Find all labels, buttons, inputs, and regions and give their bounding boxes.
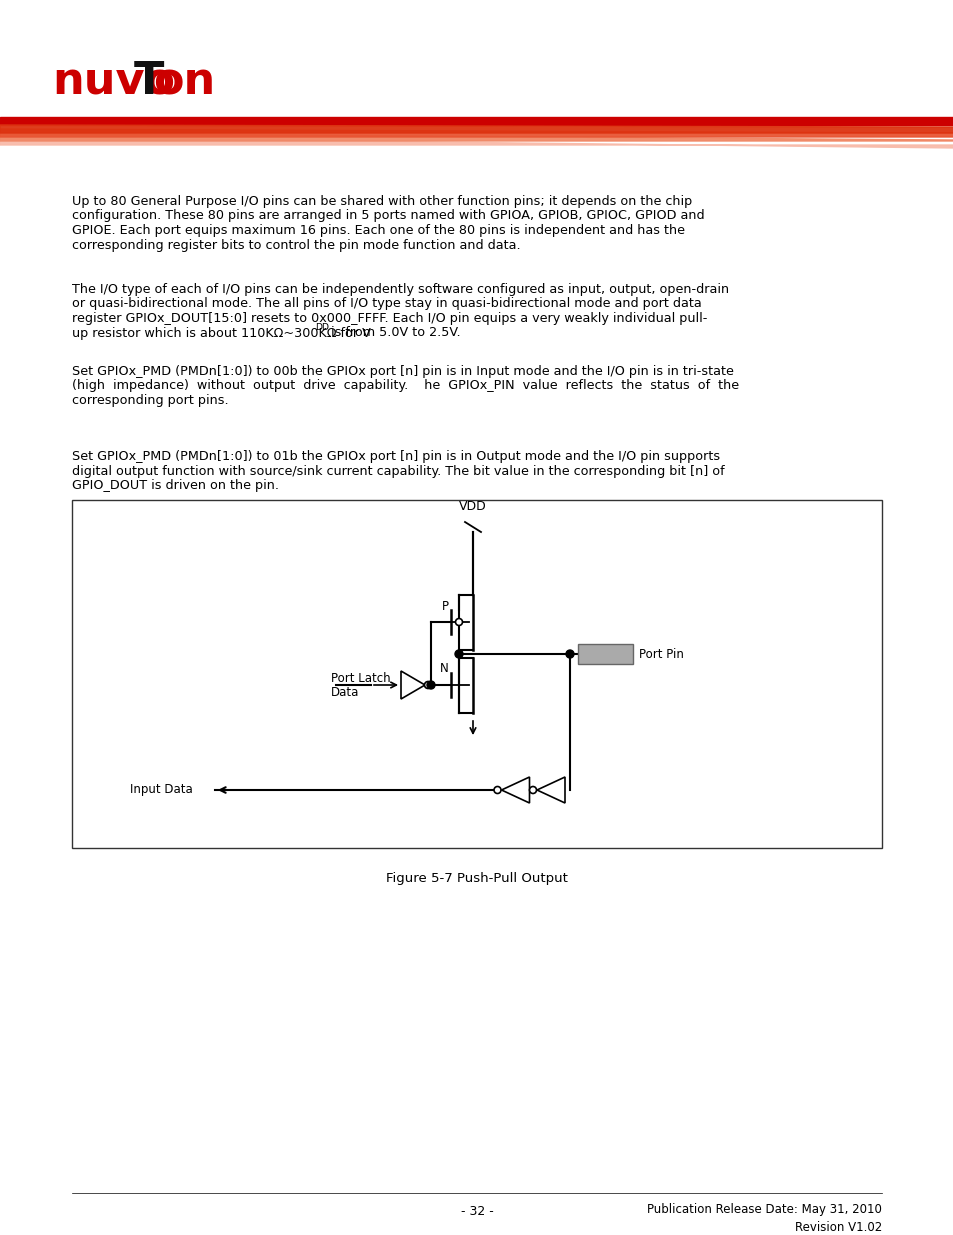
Text: register GPIOx_DOUT[15:0] resets to 0x000_FFFF. Each I/O pin equips a very weakl: register GPIOx_DOUT[15:0] resets to 0x00… bbox=[71, 312, 706, 325]
Text: Set GPIOx_PMD (PMDn[1:0]) to 01b the GPIOx port [n] pin is in Output mode and th: Set GPIOx_PMD (PMDn[1:0]) to 01b the GPI… bbox=[71, 450, 720, 463]
Bar bbox=[71, 500, 882, 848]
Bar bbox=[0, 0, 953, 119]
Text: configuration. These 80 pins are arranged in 5 ports named with GPIOA, GPIOB, GP: configuration. These 80 pins are arrange… bbox=[71, 210, 704, 222]
Text: Set GPIOx_PMD (PMDn[1:0]) to 00b the GPIOx port [n] pin is in Input mode and the: Set GPIOx_PMD (PMDn[1:0]) to 00b the GPI… bbox=[71, 366, 733, 378]
Bar bbox=[578, 643, 633, 664]
Circle shape bbox=[427, 680, 435, 689]
Text: Port Pin: Port Pin bbox=[639, 647, 683, 661]
Text: Figure 5-7 Push-Pull Output: Figure 5-7 Push-Pull Output bbox=[386, 872, 567, 885]
Text: digital output function with source/sink current capability. The bit value in th: digital output function with source/sink… bbox=[71, 464, 724, 478]
Circle shape bbox=[455, 650, 462, 658]
Text: corresponding register bits to control the pin mode function and data.: corresponding register bits to control t… bbox=[71, 238, 520, 252]
Text: Input Data: Input Data bbox=[130, 783, 193, 797]
Circle shape bbox=[494, 787, 500, 794]
Text: Data: Data bbox=[331, 687, 359, 699]
Circle shape bbox=[565, 650, 574, 658]
Text: T: T bbox=[133, 61, 164, 104]
Text: GPIO_DOUT is driven on the pin.: GPIO_DOUT is driven on the pin. bbox=[71, 479, 278, 492]
Circle shape bbox=[529, 787, 536, 794]
Text: on: on bbox=[152, 61, 215, 104]
Text: up resistor which is about 110KΩ~300KΩ for V: up resistor which is about 110KΩ~300KΩ f… bbox=[71, 326, 371, 340]
Text: DD: DD bbox=[314, 324, 329, 332]
Text: - 32 -: - 32 - bbox=[460, 1205, 493, 1218]
Text: is from 5.0V to 2.5V.: is from 5.0V to 2.5V. bbox=[327, 326, 460, 340]
Bar bbox=[0, 117, 953, 125]
Text: GPIOE. Each port equips maximum 16 pins. Each one of the 80 pins is independent : GPIOE. Each port equips maximum 16 pins.… bbox=[71, 224, 684, 237]
Circle shape bbox=[424, 682, 431, 688]
Text: The I/O type of each of I/O pins can be independently software configured as inp: The I/O type of each of I/O pins can be … bbox=[71, 283, 728, 296]
Text: Publication Release Date: May 31, 2010
Revision V1.02: Publication Release Date: May 31, 2010 R… bbox=[646, 1203, 882, 1234]
Text: (high  impedance)  without  output  drive  capability.    he  GPIOx_PIN  value  : (high impedance) without output drive ca… bbox=[71, 379, 739, 393]
Circle shape bbox=[455, 619, 462, 625]
Text: N: N bbox=[439, 662, 449, 676]
Text: or quasi-bidirectional mode. The all pins of I/O type stay in quasi-bidirectiona: or quasi-bidirectional mode. The all pin… bbox=[71, 298, 701, 310]
Text: Up to 80 General Purpose I/O pins can be shared with other function pins; it dep: Up to 80 General Purpose I/O pins can be… bbox=[71, 195, 692, 207]
Text: nuvo: nuvo bbox=[52, 61, 174, 104]
Text: Port Latch: Port Latch bbox=[331, 672, 390, 684]
Text: corresponding port pins.: corresponding port pins. bbox=[71, 394, 229, 408]
Text: VDD: VDD bbox=[458, 500, 486, 513]
Text: P: P bbox=[441, 599, 449, 613]
